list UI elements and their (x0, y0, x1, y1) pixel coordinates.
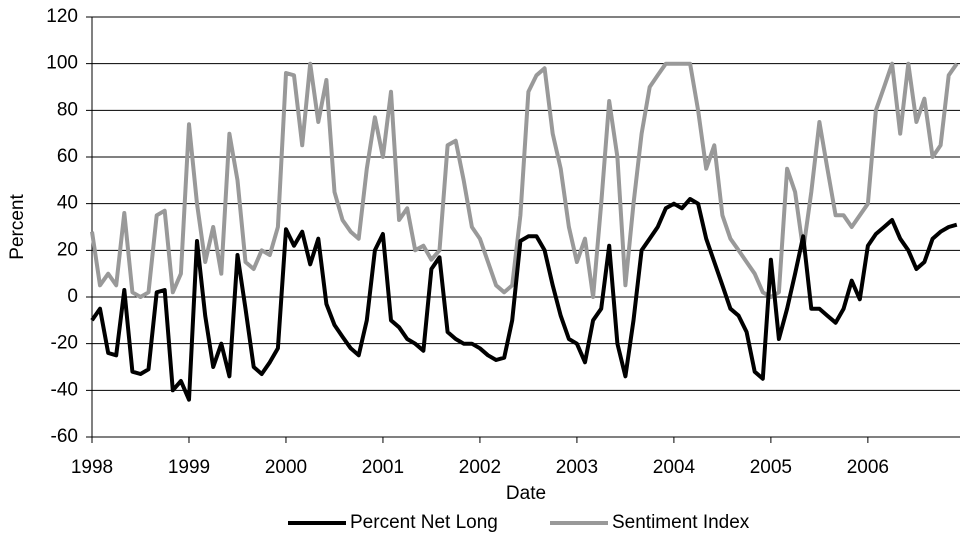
x-tick-label: 2003 (556, 457, 598, 478)
x-tick-label: 1999 (168, 457, 210, 478)
series-line (90, 197, 958, 402)
y-tick-label: -40 (51, 379, 78, 400)
legend-label: Percent Net Long (350, 512, 498, 533)
y-tick-label: 20 (57, 239, 78, 260)
legend-label: Sentiment Index (612, 512, 750, 533)
x-tick-label: 2005 (750, 457, 792, 478)
x-axis-label: Date (506, 483, 546, 504)
y-tick-label: 40 (57, 193, 78, 214)
x-tick-label: 2002 (459, 457, 501, 478)
y-axis-label: Percent (7, 194, 28, 260)
x-tick-label: 2004 (653, 457, 696, 478)
x-tick-label: 2000 (265, 457, 307, 478)
series-line (90, 61, 959, 299)
y-tick-label: 0 (67, 286, 78, 307)
x-tick-label: 1998 (71, 457, 113, 478)
x-tick-label: 2006 (847, 457, 889, 478)
y-tick-label: -20 (51, 333, 78, 354)
y-tick-label: 100 (46, 53, 78, 74)
y-tick-label: 80 (57, 99, 78, 120)
x-tick-label: 2001 (362, 457, 404, 478)
y-tick-label: 60 (57, 146, 78, 167)
y-tick-label: 120 (46, 6, 78, 27)
y-tick-label: -60 (51, 426, 78, 447)
